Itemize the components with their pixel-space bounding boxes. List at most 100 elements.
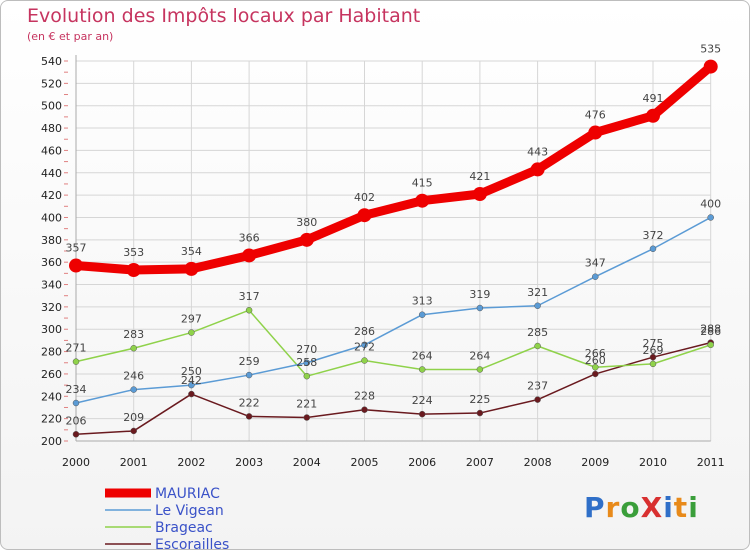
x-tick-label: 2010 [639,456,667,469]
data-label: 237 [527,380,548,393]
legend-label: Brageac [155,520,213,536]
y-tick-label: 300 [41,323,62,336]
data-point [534,396,541,403]
logo-letter: P [584,491,606,524]
data-label: 415 [412,177,433,190]
data-label: 228 [354,390,375,403]
data-point [361,341,368,349]
data-label: 275 [643,337,664,350]
data-label: 402 [354,191,375,204]
data-label: 260 [585,354,606,367]
data-label: 476 [585,109,606,122]
logo-letter: X [640,491,664,524]
x-tick-label: 2005 [351,456,379,469]
logo-letter: o [620,491,641,524]
data-label: 317 [239,290,260,303]
data-label: 246 [123,370,144,383]
y-tick-label: 440 [41,167,62,180]
data-label: 283 [123,328,144,341]
data-point [72,358,80,365]
data-point [188,329,195,336]
series-line-brageac [75,309,712,377]
data-label: 222 [239,396,260,409]
data-point [69,258,83,273]
y-tick-label: 200 [41,435,62,448]
data-label: 354 [181,245,202,258]
series-line-le-vigean [75,216,712,404]
data-labels: 206 209 242 222 221 228 224 225 237 260 275 288 271 2… [66,43,722,428]
y-tick-label: 340 [41,279,62,292]
y-tick-label: 260 [41,368,62,381]
data-point [649,353,657,361]
data-point [184,261,199,276]
x-tick-labels: 2000 2001 2002 2003 2004 2005 2006 2007 2008 2009… [62,456,725,469]
data-label: 372 [643,229,664,242]
data-label: 264 [469,349,490,362]
data-label: 366 [239,231,260,244]
data-label: 491 [643,92,664,105]
data-point [707,214,714,221]
y-tick-label: 280 [41,346,62,359]
grid-lines [75,60,712,442]
legend-label: MAURIAC [155,486,220,502]
data-label: 288 [700,323,721,336]
data-point [703,59,718,74]
x-tick-label: 2007 [466,456,494,469]
x-tick-label: 2009 [581,456,609,469]
y-tick-label: 400 [41,211,62,224]
data-point [361,357,368,364]
logo-letter: t [673,491,689,524]
y-tick-label: 540 [41,55,62,68]
data-label: 272 [354,341,375,354]
data-point [303,414,311,421]
data-label: 443 [527,145,548,158]
x-tick-label: 2001 [120,456,148,469]
data-label: 353 [123,246,144,259]
data-point [188,390,195,398]
chart-subtitle: (en € et par an) [27,30,114,43]
x-tick-label: 2004 [293,456,321,469]
data-point [649,245,657,253]
y-tick-label: 420 [41,189,62,202]
data-point [476,366,484,373]
x-tick-label: 2002 [177,456,205,469]
data-point [646,108,660,123]
data-point [130,427,137,435]
data-label: 266 [585,347,606,360]
y-tick-label: 460 [41,144,62,157]
data-point [534,302,541,310]
data-point [534,342,541,350]
data-label: 269 [643,344,664,357]
data-label: 250 [181,365,202,378]
data-point [592,363,599,371]
x-tick-label: 2008 [524,456,552,469]
data-point [418,311,426,318]
series-line-mauriac [71,62,716,275]
data-point [592,273,599,280]
data-label: 347 [585,257,606,270]
y-tick-labels: 200 220 240 260 280 300 320 340 360 380 400 420 440 4… [41,55,62,448]
data-point [245,413,253,420]
data-label: 357 [66,242,87,255]
data-point [130,386,137,393]
y-tick-label: 240 [41,390,62,403]
data-point [245,371,253,379]
y-tick-label: 480 [41,122,62,135]
data-point [530,162,545,177]
data-point [126,263,141,277]
data-label: 224 [412,394,433,407]
legend-label: Escorailles [155,537,229,551]
data-label: 286 [354,325,375,338]
data-point [357,208,372,223]
y-tick-label: 360 [41,256,62,269]
data-point [588,125,603,140]
data-label: 264 [412,349,433,362]
y-tick-label: 380 [41,234,62,247]
data-label: 400 [700,197,721,210]
data-label: 421 [469,170,490,183]
data-label: 321 [527,286,548,299]
y-tick-label: 220 [41,413,62,426]
